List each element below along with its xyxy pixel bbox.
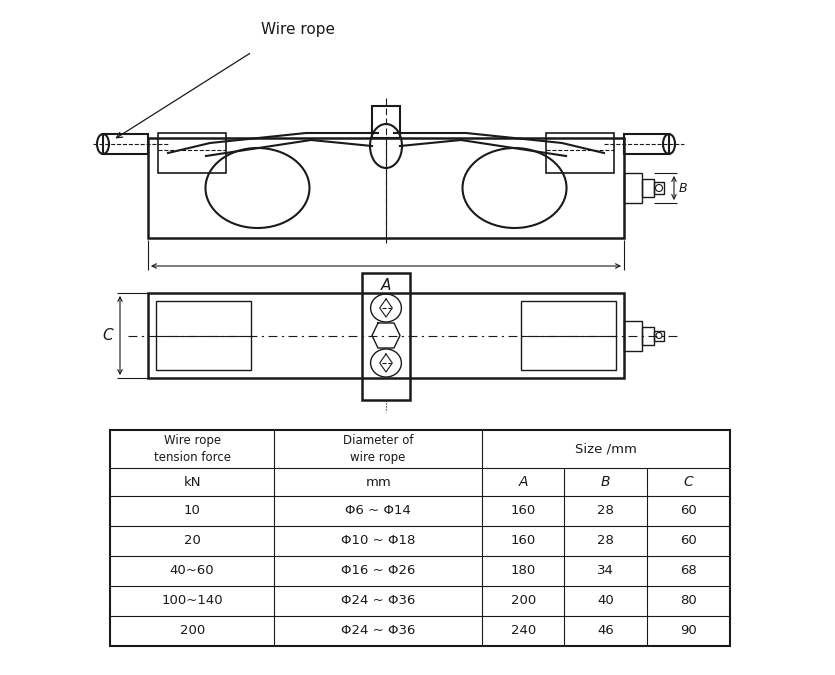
Text: 28: 28 (597, 504, 614, 518)
Bar (103, 134, 148, 154)
Text: 80: 80 (680, 595, 696, 608)
Text: 40: 40 (597, 595, 614, 608)
Bar (156, 301, 251, 370)
Text: 60: 60 (680, 504, 696, 518)
Text: B: B (601, 475, 610, 489)
Text: 40~60: 40~60 (170, 564, 215, 578)
Bar (148, 293, 624, 378)
Bar (372, 106, 400, 138)
Text: Φ24 ~ Φ36: Φ24 ~ Φ36 (341, 624, 415, 637)
Text: C: C (683, 475, 693, 489)
Text: 90: 90 (680, 624, 696, 637)
Bar (624, 173, 642, 203)
Text: Φ16 ~ Φ26: Φ16 ~ Φ26 (341, 564, 415, 578)
Text: 200: 200 (511, 595, 536, 608)
Text: mm: mm (365, 475, 391, 489)
Text: 240: 240 (511, 624, 536, 637)
Text: 60: 60 (680, 535, 696, 547)
Bar (521, 301, 616, 370)
Text: kN: kN (184, 475, 201, 489)
Text: Φ6 ~ Φ14: Φ6 ~ Φ14 (345, 504, 411, 518)
Text: 28: 28 (597, 535, 614, 547)
Bar (642, 327, 654, 344)
Text: 20: 20 (184, 535, 200, 547)
Text: C: C (103, 328, 114, 343)
Text: A: A (381, 278, 391, 293)
Text: Diameter of
wire rope: Diameter of wire rope (343, 434, 413, 464)
Bar (362, 273, 410, 400)
Bar (158, 133, 226, 173)
Text: Φ24 ~ Φ36: Φ24 ~ Φ36 (341, 595, 415, 608)
Text: 10: 10 (184, 504, 200, 518)
Text: 100~140: 100~140 (161, 595, 223, 608)
Text: Size /mm: Size /mm (575, 443, 637, 456)
Text: A: A (519, 475, 528, 489)
Bar (624, 321, 642, 350)
Bar (546, 133, 614, 173)
Text: 160: 160 (511, 504, 536, 518)
Bar (642, 179, 654, 197)
Text: 68: 68 (680, 564, 696, 578)
Bar (110, 430, 730, 646)
Text: 180: 180 (511, 564, 536, 578)
Text: Φ10 ~ Φ18: Φ10 ~ Φ18 (341, 535, 415, 547)
Bar (654, 331, 664, 340)
Bar (148, 138, 624, 238)
Bar (624, 134, 669, 154)
Text: 200: 200 (180, 624, 205, 637)
Text: 160: 160 (511, 535, 536, 547)
Text: 46: 46 (597, 624, 614, 637)
Text: B: B (679, 182, 688, 194)
Text: Wire rope: Wire rope (261, 22, 335, 37)
Text: Wire rope
tension force: Wire rope tension force (154, 434, 230, 464)
Text: 34: 34 (597, 564, 614, 578)
Bar (654, 182, 664, 194)
